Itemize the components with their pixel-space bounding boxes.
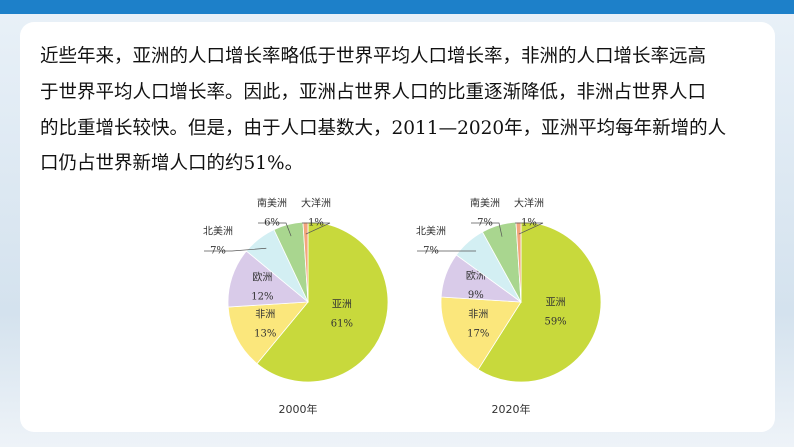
leader-line — [471, 222, 503, 237]
slice-label: 非洲 — [255, 308, 275, 320]
pie-slice — [440, 296, 522, 371]
slice-value-label: 59% — [544, 317, 566, 328]
paragraph-line: 近些年来，亚洲的人口增长率略低于世界平均人口增长率，非洲的人口增长率远高 — [40, 46, 706, 67]
slice-label: 南美洲 — [257, 197, 287, 210]
paragraph-line: 的比重增长较快。但是，由于人口基数大，2011—2020年，亚洲平均每年新增的人 — [40, 118, 726, 139]
leader-line — [302, 222, 331, 235]
slice-value-label: 12% — [251, 292, 273, 303]
slice-label: 北美洲 — [203, 225, 233, 238]
paragraph-line: 口仍占世界新增人口的约51%。 — [40, 153, 303, 174]
slice-value-label: 13% — [254, 328, 276, 339]
pie-slice — [302, 221, 309, 303]
slice-label: 亚洲 — [546, 297, 566, 309]
pie-slice — [515, 221, 522, 303]
paragraph-line: 于世界平均人口增长率。因此，亚洲占世界人口的比重逐渐降低，非洲占世界人口 — [40, 82, 706, 103]
slice-value-label: 17% — [467, 328, 489, 339]
slice-value-label: 61% — [331, 319, 353, 330]
content-panel — [20, 22, 775, 432]
pie-slice — [227, 250, 310, 308]
slice-label: 欧洲 — [252, 272, 272, 284]
slice-label: 亚洲 — [332, 299, 352, 311]
top-bar — [0, 0, 794, 14]
slice-label: 大洋洲 — [514, 197, 544, 210]
slice-value-label: 7% — [423, 246, 439, 257]
leader-line — [515, 222, 544, 235]
slice-label: 南美洲 — [470, 197, 500, 210]
slice-value-label: 1% — [521, 218, 537, 229]
leader-line — [258, 222, 292, 237]
slice-value-label: 6% — [264, 218, 280, 229]
slice-value-label: 1% — [308, 218, 324, 229]
slice-label: 北美洲 — [416, 225, 446, 238]
chart-caption: 2020年 — [492, 402, 531, 416]
pie-slice — [227, 301, 309, 365]
pie-slice — [477, 221, 602, 383]
slice-value-label: 9% — [468, 290, 484, 301]
slice-value-label: 7% — [210, 246, 226, 257]
slice-value-label: 7% — [477, 218, 493, 229]
leader-line — [204, 247, 267, 252]
slice-label: 非洲 — [468, 308, 488, 320]
pie-slice — [256, 221, 389, 383]
slice-label: 大洋洲 — [301, 197, 331, 210]
chart-caption: 2000年 — [279, 402, 318, 416]
